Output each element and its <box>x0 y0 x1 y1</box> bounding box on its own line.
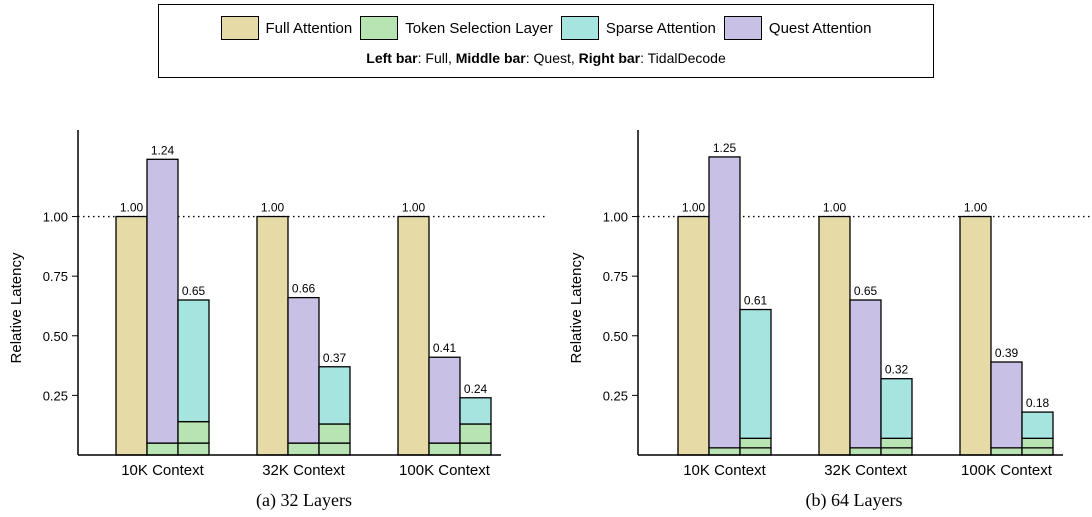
x-tick-label: 10K Context <box>121 462 204 479</box>
caption-64-layers: (b) 64 Layers <box>805 490 903 510</box>
bar-segment-tidaldecode-sparse-attention <box>459 397 492 425</box>
y-tick-label: 0.75 <box>43 269 68 284</box>
x-tick-label: 10K Context <box>683 462 766 479</box>
note-right-key: Right bar <box>578 50 641 66</box>
caption-32-layers: (a) 32 Layers <box>256 490 352 510</box>
bar-value-label: 1.24 <box>151 143 175 157</box>
note-middle-key: Middle bar <box>455 50 526 66</box>
bar-segment-full-full-attention <box>818 215 851 456</box>
bar-value-label: 0.61 <box>744 294 768 308</box>
y-axis-label: Relative Latency <box>8 252 25 363</box>
bar-value-label: 0.39 <box>995 346 1019 360</box>
bar-value-label: 0.65 <box>182 284 206 298</box>
bar-segment-quest-token-selection-layer <box>708 447 741 456</box>
legend-label-full-attention: Full Attention <box>265 19 353 37</box>
legend-items: Full Attention Token Selection Layer Spa… <box>159 15 933 41</box>
bar-segment-tidaldecode-token-selection-layer <box>459 423 492 444</box>
bar-value-label: 1.00 <box>402 201 426 215</box>
bar-segment-quest-quest-attention <box>708 156 741 449</box>
bar-segment-tidaldecode-token-selection-layer <box>1021 437 1054 449</box>
bar-segment-tidaldecode-token-selection-layer <box>318 442 351 456</box>
bar-segment-tidaldecode-token-selection-layer <box>880 447 913 456</box>
bar-segment-quest-quest-attention <box>428 356 461 444</box>
legend-swatch-sparse-attention <box>560 16 599 40</box>
legend-item-token-selection: Token Selection Layer <box>360 16 553 40</box>
bar-segment-tidaldecode-sparse-attention <box>1021 411 1054 439</box>
bar-segment-tidaldecode-sparse-attention <box>880 378 913 439</box>
note-middle-val: : Quest, <box>525 50 579 66</box>
bar-value-label: 0.37 <box>323 351 347 365</box>
note-left-val: : Full, <box>417 50 456 66</box>
legend-swatch-token-selection <box>360 16 399 40</box>
legend-item-quest-attention: Quest Attention <box>723 16 872 40</box>
bar-segment-quest-quest-attention <box>146 158 179 444</box>
bar-segment-quest-token-selection-layer <box>990 447 1023 456</box>
bar-segment-tidaldecode-token-selection-layer <box>318 423 351 444</box>
y-tick-label: 0.25 <box>43 388 68 403</box>
y-tick-label: 0.50 <box>603 329 628 344</box>
x-tick-label: 32K Context <box>824 462 907 479</box>
bar-segment-full-full-attention <box>677 215 710 456</box>
bar-value-label: 0.65 <box>854 284 878 298</box>
bar-segment-tidaldecode-token-selection-layer <box>177 442 210 456</box>
bar-segment-quest-quest-attention <box>287 296 320 444</box>
bar-value-label: 0.32 <box>885 363 909 377</box>
x-tick-label: 100K Context <box>961 462 1053 479</box>
legend-label-token-selection: Token Selection Layer <box>405 19 553 37</box>
bar-segment-tidaldecode-token-selection-layer <box>459 442 492 456</box>
bar-segment-tidaldecode-token-selection-layer <box>1021 447 1054 456</box>
bar-value-label: 1.00 <box>120 201 144 215</box>
bar-value-label: 1.25 <box>713 141 737 155</box>
bar-segment-tidaldecode-sparse-attention <box>739 308 772 439</box>
bar-value-label: 1.00 <box>964 201 988 215</box>
y-tick-label: 1.00 <box>43 210 68 225</box>
bar-segment-full-full-attention <box>959 215 992 456</box>
bar-segment-full-full-attention <box>397 215 430 456</box>
bar-value-label: 0.18 <box>1026 396 1050 410</box>
note-right-val: : TidalDecode <box>640 50 726 66</box>
bar-segment-tidaldecode-token-selection-layer <box>177 420 210 444</box>
legend-swatch-full-attention <box>220 16 259 40</box>
bar-segment-quest-token-selection-layer <box>146 442 179 456</box>
bar-segment-quest-token-selection-layer <box>428 442 461 456</box>
bar-segment-tidaldecode-token-selection-layer <box>739 437 772 449</box>
y-tick-label: 1.00 <box>603 210 628 225</box>
bar-value-label: 1.00 <box>261 201 285 215</box>
bar-value-label: 1.00 <box>682 201 706 215</box>
bar-segment-quest-quest-attention <box>849 299 882 449</box>
bar-segment-tidaldecode-sparse-attention <box>318 366 351 425</box>
y-tick-label: 0.25 <box>603 388 628 403</box>
bar-segment-tidaldecode-token-selection-layer <box>880 437 913 449</box>
legend-item-full-attention: Full Attention <box>220 16 353 40</box>
bar-value-label: 0.41 <box>433 341 457 355</box>
bar-segment-quest-token-selection-layer <box>287 442 320 456</box>
bar-value-label: 1.00 <box>823 201 847 215</box>
legend-swatch-quest-attention <box>723 16 762 40</box>
bar-value-label: 0.66 <box>292 282 316 296</box>
bar-value-label: 0.24 <box>464 382 488 396</box>
y-tick-label: 0.50 <box>43 329 68 344</box>
y-tick-label: 0.75 <box>603 269 628 284</box>
bar-segment-full-full-attention <box>115 215 148 456</box>
note-left-key: Left bar <box>366 50 418 66</box>
chart-64-layers: Relative Latency 0.25 0.50 0.75 1.00 1.00 1.25… <box>568 130 1092 479</box>
legend-note: Left bar: Full, Middle bar: Quest, Right… <box>159 50 933 66</box>
bar-segment-full-full-attention <box>256 215 289 456</box>
legend-label-sparse-attention: Sparse Attention <box>605 19 716 37</box>
bar-segment-quest-quest-attention <box>990 361 1023 449</box>
bar-segment-quest-token-selection-layer <box>849 447 882 456</box>
x-tick-label: 100K Context <box>399 462 491 479</box>
legend-label-quest-attention: Quest Attention <box>768 19 872 37</box>
chart-32-layers: Relative Latency 0.25 0.50 0.75 1.00 1.00 1.24… <box>8 130 546 479</box>
bar-segment-tidaldecode-token-selection-layer <box>739 447 772 456</box>
y-axis-label: Relative Latency <box>568 252 585 363</box>
legend-item-sparse-attention: Sparse Attention <box>560 16 716 40</box>
x-tick-label: 32K Context <box>262 462 345 479</box>
bar-segment-tidaldecode-sparse-attention <box>177 299 210 423</box>
legend: Full Attention Token Selection Layer Spa… <box>158 4 934 78</box>
